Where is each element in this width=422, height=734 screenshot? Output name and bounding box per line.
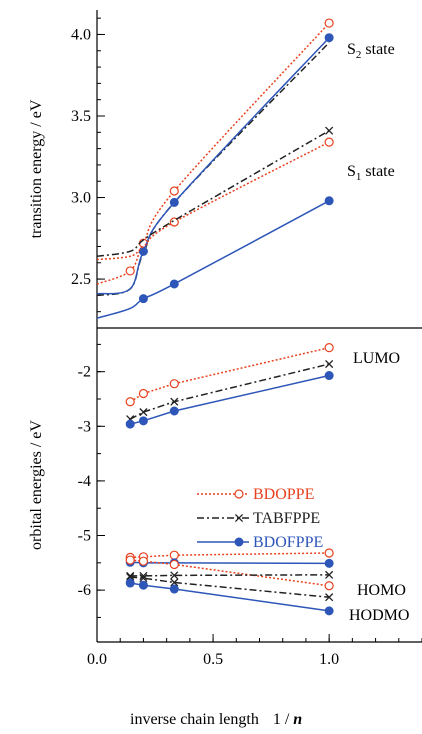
data-point xyxy=(138,556,149,566)
series-bottom-bdoppe-hodmo xyxy=(125,555,334,591)
series-top-tabfppe-s2 xyxy=(96,42,330,297)
data-point xyxy=(325,593,334,602)
data-point xyxy=(169,217,179,227)
data-point xyxy=(170,578,179,587)
series-line xyxy=(96,200,330,319)
x-axis-title: inverse chain length 1 / n xyxy=(130,711,302,728)
annotation-s2-state: S2 state xyxy=(347,41,395,61)
data-point xyxy=(125,555,135,565)
annotation-lumo: LUMO xyxy=(353,350,400,367)
series-bottom-bdofppe-hodmo xyxy=(125,578,334,616)
y-axis-title-top: transition energy / eV xyxy=(28,99,45,238)
series-top-tabfppe-s1 xyxy=(96,126,334,257)
data-point xyxy=(125,397,135,407)
data-point xyxy=(324,606,334,616)
data-point xyxy=(169,584,179,594)
annotation-s1-state: S1 state xyxy=(347,163,395,183)
data-point xyxy=(138,294,148,304)
legend: BDOPPE TABFPPE BDOFPPE xyxy=(197,486,323,551)
data-point xyxy=(324,371,334,381)
series-line xyxy=(96,37,330,295)
data-point xyxy=(324,196,334,206)
data-point xyxy=(138,580,148,590)
data-point xyxy=(169,379,179,389)
data-point xyxy=(324,548,334,558)
x-tick-label: 0.5 xyxy=(203,651,223,668)
series-top-bdofppe-s1 xyxy=(96,196,334,319)
data-point xyxy=(138,246,148,256)
data-point xyxy=(169,550,179,560)
data-point xyxy=(169,406,179,416)
legend-label: BDOPPE xyxy=(253,486,314,503)
series-line xyxy=(130,582,330,612)
data-point xyxy=(170,397,179,406)
y-tick-label-bottom: -3 xyxy=(78,418,91,435)
y-tick-label-top: 3.5 xyxy=(71,108,91,125)
data-point xyxy=(169,559,179,570)
series-line xyxy=(96,22,330,285)
series-bottom-bdofppe-homo xyxy=(125,557,334,568)
y-tick-label-bottom: -4 xyxy=(78,473,91,490)
data-point xyxy=(125,578,135,588)
data-point xyxy=(169,279,179,289)
legend-label: BDOFPPE xyxy=(253,534,323,551)
legend-entry-bdoppe: BDOPPE xyxy=(197,486,314,503)
legend-entry-tabfppe: TABFPPE xyxy=(197,510,320,527)
data-point xyxy=(325,570,334,579)
data-point xyxy=(169,197,179,207)
series-line xyxy=(130,574,330,577)
data-point xyxy=(125,419,135,429)
legend-entry-bdofppe: BDOFPPE xyxy=(197,534,323,551)
series-line xyxy=(130,552,330,559)
data-point xyxy=(169,186,179,196)
y-axis-title-bottom: orbital energies / eV xyxy=(28,420,45,550)
series-top-bdofppe-s2 xyxy=(96,33,334,295)
data-point xyxy=(324,33,334,43)
series-line xyxy=(130,576,330,598)
data-point xyxy=(324,558,334,568)
data-point xyxy=(139,574,148,583)
data-point xyxy=(138,388,149,399)
series-line xyxy=(129,346,330,403)
data-point xyxy=(324,581,334,591)
series-line xyxy=(129,363,330,420)
data-point xyxy=(170,571,179,580)
series-line xyxy=(130,374,330,425)
data-point xyxy=(325,126,334,135)
y-tick-label-top: 2.5 xyxy=(71,271,91,288)
series-line xyxy=(96,141,330,261)
series-line xyxy=(96,42,330,297)
annotation-homo: HOMO xyxy=(357,582,406,599)
series-bottom-bdofppe-lumo xyxy=(125,371,334,429)
y-tick-label-bottom: -6 xyxy=(78,582,91,599)
series-top-bdoppe-s1 xyxy=(96,137,334,261)
series-bottom-tabfppe-lumo xyxy=(126,359,334,424)
legend-marker xyxy=(234,489,244,499)
data-point xyxy=(324,137,334,147)
y-tick-label-bottom: -5 xyxy=(78,528,91,545)
series-bottom-bdoppe-lumo xyxy=(125,343,334,407)
series-top-bdoppe-s2 xyxy=(96,18,334,285)
x-tick-label: 0.0 xyxy=(87,651,107,668)
y-tick-label-top: 4.0 xyxy=(71,26,91,43)
data-point xyxy=(139,408,148,417)
data-point xyxy=(325,359,334,369)
annotation-hodmo: HODMO xyxy=(349,607,409,624)
y-tick-label-top: 3.0 xyxy=(71,190,91,207)
legend-label: TABFPPE xyxy=(253,510,320,527)
y-tick-label-bottom: -2 xyxy=(78,364,91,381)
data-point xyxy=(324,18,334,28)
legend-marker xyxy=(234,513,244,523)
x-tick-label: 1.0 xyxy=(319,651,339,668)
data-point xyxy=(126,571,135,580)
series-line xyxy=(130,559,330,587)
legend-marker xyxy=(234,537,244,547)
data-point xyxy=(324,343,334,353)
data-point xyxy=(125,266,135,276)
series-line xyxy=(96,130,330,257)
data-point xyxy=(138,416,148,426)
